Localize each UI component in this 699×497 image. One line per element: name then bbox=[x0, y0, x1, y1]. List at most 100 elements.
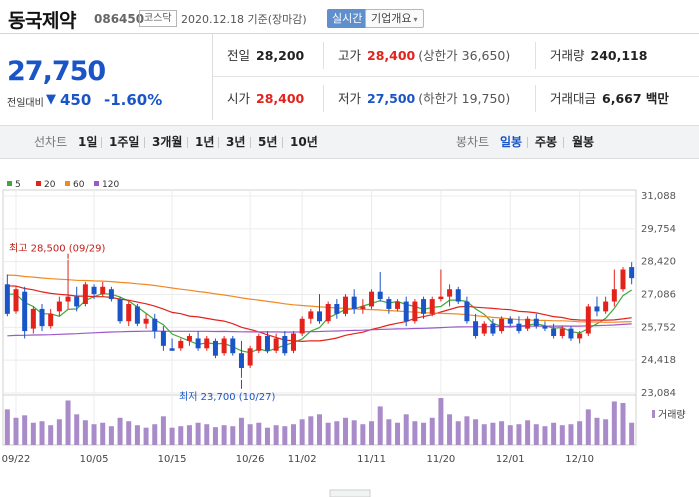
amount-value: 6,667 백만 bbox=[602, 91, 669, 106]
low-label: 저가 bbox=[338, 91, 362, 106]
candle-body bbox=[290, 333, 296, 351]
volume-bar bbox=[186, 425, 192, 445]
volume-bar bbox=[351, 420, 357, 445]
volume-bar bbox=[343, 417, 349, 445]
volume-bar bbox=[169, 427, 175, 445]
y-tick-label: 29,754 bbox=[641, 224, 676, 235]
legend-label: 60 bbox=[73, 180, 85, 190]
volume-bar bbox=[117, 417, 123, 445]
candle-body bbox=[160, 331, 166, 346]
candle-body bbox=[100, 286, 106, 295]
prev-close-label: 전일 bbox=[227, 48, 251, 63]
candle-body bbox=[143, 318, 149, 324]
candle-body bbox=[273, 338, 279, 351]
volume-bar bbox=[603, 419, 609, 445]
volume-bar bbox=[429, 417, 435, 445]
candle-body bbox=[412, 301, 418, 322]
amount-stat: 거래대금 6,667 백만 bbox=[550, 77, 669, 120]
legend-swatch bbox=[36, 181, 41, 186]
change-label: 전일대비 bbox=[7, 98, 44, 109]
stats-row-1: 전일 28,200 고가 28,400 (상한가 36,650) 거래량 240,118 bbox=[213, 34, 699, 77]
candle-body bbox=[30, 308, 36, 329]
company-overview-label: 기업개요 bbox=[371, 12, 412, 25]
x-tick-label: 11/20 bbox=[426, 454, 455, 465]
candle-body bbox=[317, 311, 322, 322]
candle-body bbox=[360, 306, 366, 309]
period-1d[interactable]: 1일 bbox=[78, 135, 98, 149]
volume-bar bbox=[126, 421, 132, 445]
candle-body bbox=[65, 296, 71, 302]
legend-swatch bbox=[65, 181, 70, 186]
candle-body bbox=[126, 304, 132, 322]
chart-resize-handle bbox=[329, 489, 371, 497]
legend-label: 20 bbox=[44, 180, 56, 190]
candle-body bbox=[421, 299, 427, 314]
separator bbox=[250, 137, 251, 148]
candle-body bbox=[395, 301, 401, 309]
candle-body bbox=[603, 301, 609, 312]
amount-label: 거래대금 bbox=[550, 91, 597, 106]
volume-bar bbox=[30, 422, 36, 445]
y-tick-label: 23,084 bbox=[641, 388, 676, 399]
volume-bar bbox=[212, 427, 218, 445]
candle-body bbox=[212, 340, 218, 356]
line-chart-label[interactable]: 선차트 bbox=[34, 135, 68, 149]
divider bbox=[535, 85, 536, 112]
open-value: 28,400 bbox=[256, 91, 305, 106]
x-tick-label: 12/10 bbox=[565, 454, 594, 465]
y-tick-label: 31,088 bbox=[641, 191, 676, 202]
candle-body bbox=[594, 306, 600, 312]
volume-bar bbox=[516, 424, 522, 445]
realtime-button[interactable]: 실시간 bbox=[327, 9, 368, 28]
candle-body bbox=[351, 296, 357, 309]
lower-limit: (하한가 19,750) bbox=[418, 91, 511, 106]
volume-bar bbox=[594, 417, 600, 445]
separator bbox=[187, 137, 188, 148]
volume-bar bbox=[325, 422, 331, 445]
period-10y[interactable]: 10년 bbox=[290, 135, 318, 149]
candle-body bbox=[74, 296, 80, 307]
candle-chart-label[interactable]: 봉차트 bbox=[456, 135, 490, 149]
candle-body bbox=[507, 318, 513, 324]
candle-body bbox=[568, 328, 574, 339]
date-text: 2020.12.18 기준(장마감) bbox=[181, 13, 307, 26]
volume-bar bbox=[360, 424, 366, 445]
volume-bar bbox=[195, 422, 201, 445]
candle-body bbox=[481, 323, 487, 334]
candle-body bbox=[299, 318, 305, 334]
candle-body bbox=[629, 267, 635, 279]
candle-monthly[interactable]: 월봉 bbox=[572, 135, 595, 149]
period-1w[interactable]: 1주일 bbox=[109, 135, 140, 149]
candle-body bbox=[117, 299, 123, 322]
period-1y[interactable]: 1년 bbox=[195, 135, 215, 149]
volume-bar bbox=[403, 414, 409, 445]
candle-body bbox=[464, 301, 470, 322]
period-3m[interactable]: 3개월 bbox=[152, 135, 183, 149]
change-rate: -1.60% bbox=[104, 91, 163, 109]
x-tick-label: 11/02 bbox=[288, 454, 317, 465]
x-tick-label: 09/22 bbox=[2, 454, 31, 465]
prev-close-value: 28,200 bbox=[256, 48, 305, 63]
candle-body bbox=[577, 333, 583, 339]
candle-body bbox=[230, 338, 236, 354]
x-tick-label: 10/05 bbox=[80, 454, 109, 465]
volume-value: 240,118 bbox=[590, 48, 648, 63]
volume-bar bbox=[386, 419, 392, 445]
volume-bar bbox=[551, 422, 557, 445]
low-stat: 저가 27,500 (하한가 19,750) bbox=[338, 77, 510, 120]
volume-bar bbox=[160, 416, 166, 445]
company-overview-dropdown[interactable]: 기업개요 ▾ bbox=[365, 9, 424, 28]
candle-daily[interactable]: 일봉 bbox=[500, 135, 523, 149]
y-tick-label: 27,086 bbox=[641, 290, 676, 301]
candle-body bbox=[195, 338, 201, 349]
candle-body bbox=[186, 335, 192, 341]
period-3y[interactable]: 3년 bbox=[226, 135, 246, 149]
candle-body bbox=[611, 289, 617, 302]
candle-weekly[interactable]: 주봉 bbox=[535, 135, 558, 149]
upper-limit: (상한가 36,650) bbox=[418, 48, 511, 63]
legend-label: 5 bbox=[15, 180, 21, 190]
volume-bar bbox=[525, 420, 531, 445]
volume-bar bbox=[178, 426, 184, 445]
volume-bar bbox=[100, 422, 106, 445]
period-5y[interactable]: 5년 bbox=[258, 135, 278, 149]
